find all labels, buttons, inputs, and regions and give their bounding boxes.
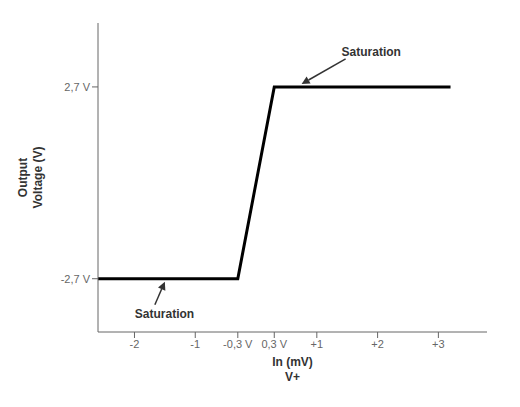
svg-text:OutputVoltage (V): OutputVoltage (V) xyxy=(16,147,45,209)
svg-text:Saturation: Saturation xyxy=(342,45,401,59)
svg-text:Saturation: Saturation xyxy=(135,307,194,321)
svg-text:0,3 V: 0,3 V xyxy=(261,338,287,350)
svg-text:In (mV)V+: In (mV)V+ xyxy=(272,355,313,384)
svg-text:+1: +1 xyxy=(311,338,324,350)
svg-text:-0,3 V: -0,3 V xyxy=(223,338,253,350)
svg-text:-2,7 V: -2,7 V xyxy=(61,273,91,285)
svg-text:2,7 V: 2,7 V xyxy=(64,81,90,93)
svg-text:+3: +3 xyxy=(432,338,445,350)
svg-text:+2: +2 xyxy=(371,338,384,350)
svg-text:-1: -1 xyxy=(190,338,200,350)
svg-text:-2: -2 xyxy=(130,338,140,350)
